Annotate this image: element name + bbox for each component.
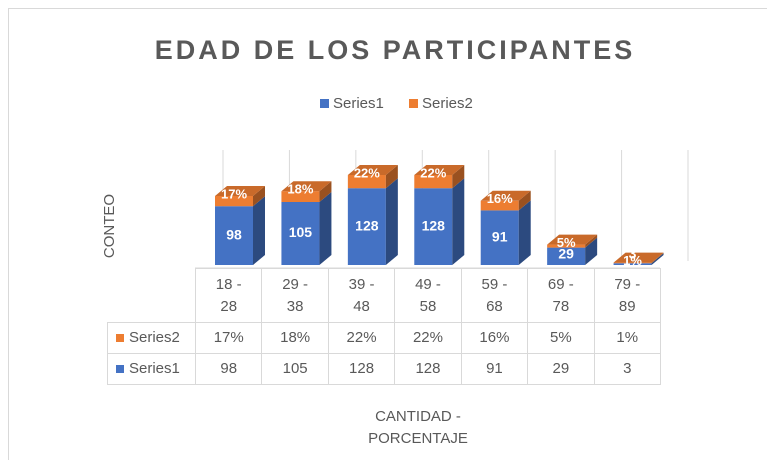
table-value: 91 — [460, 353, 529, 385]
bar-front — [547, 247, 586, 265]
bar-front — [613, 263, 652, 265]
bar-front — [414, 175, 453, 189]
legend-label: Series2 — [422, 95, 473, 112]
data-label: 128 — [422, 217, 446, 233]
bar-top — [215, 186, 265, 196]
x-axis-label: CANTIDAD - PORCENTAJE — [368, 408, 468, 447]
bar-front — [281, 191, 320, 202]
table-value: 98 — [195, 353, 263, 385]
bar-front — [215, 196, 253, 207]
bar-front — [547, 244, 586, 248]
bar-side — [651, 253, 664, 265]
bar-side — [385, 178, 398, 265]
bar-front — [480, 200, 519, 211]
legend-swatch — [409, 99, 418, 108]
table-category: 59 - 68 — [460, 268, 529, 323]
data-label: 128 — [355, 217, 379, 233]
data-label: 91 — [492, 228, 508, 244]
bar-front — [281, 202, 320, 265]
data-label: 1% — [623, 253, 642, 268]
table-value: 128 — [394, 353, 462, 385]
table-category: 79 - 89 — [593, 268, 661, 323]
data-label: 3 — [629, 246, 637, 262]
table-category: 29 - 38 — [261, 268, 329, 323]
bar-top — [347, 165, 398, 175]
table-category: 18 - 28 — [195, 268, 263, 323]
bar-side — [385, 165, 398, 189]
legend-label: Series1 — [129, 360, 180, 377]
y-axis-label: CONTEO — [101, 194, 118, 258]
data-label: 29 — [558, 246, 574, 262]
legend-label: Series2 — [129, 329, 180, 346]
legend-swatch — [116, 334, 124, 342]
data-label: 98 — [226, 226, 242, 242]
table-value: 3 — [593, 353, 661, 385]
legend-label: Series1 — [333, 95, 384, 112]
bar-side — [585, 237, 598, 265]
table-value: 17% — [195, 322, 263, 354]
bar-top — [547, 234, 598, 245]
table-value: 22% — [394, 322, 462, 354]
bar-front — [414, 188, 453, 265]
bar-side — [585, 234, 598, 248]
table-value: 29 — [527, 353, 595, 385]
chart-title: EDAD DE LOS PARTICIPANTES — [155, 35, 636, 65]
table-legend: Series1 — [107, 353, 196, 385]
bar-side — [452, 178, 465, 265]
table-legend: Series2 — [107, 322, 196, 354]
bar-side — [518, 200, 531, 265]
data-label: 5% — [557, 235, 576, 250]
bar-top — [281, 181, 332, 192]
bar-side — [452, 165, 465, 189]
bar-front — [347, 188, 386, 265]
bar-top — [613, 252, 664, 263]
bar-front — [480, 210, 519, 265]
data-label: 105 — [289, 224, 313, 240]
bar-side — [319, 192, 332, 265]
legend-swatch — [320, 99, 329, 108]
table-category: 49 - 58 — [394, 268, 462, 323]
bar-side — [518, 190, 531, 211]
data-label: 22% — [354, 165, 380, 180]
bar-top — [480, 190, 531, 201]
data-label: 22% — [420, 165, 446, 180]
bar-front — [347, 175, 386, 189]
table-value: 128 — [327, 353, 396, 385]
bar-side — [319, 181, 332, 202]
table-value: 105 — [261, 353, 329, 385]
bar-side — [253, 196, 265, 265]
data-label: 16% — [487, 191, 513, 206]
bar-front — [613, 262, 652, 264]
data-label: 18% — [287, 182, 313, 197]
table-value: 5% — [527, 322, 595, 354]
table-category: 69 - 78 — [527, 268, 595, 323]
table-category: 39 - 48 — [327, 268, 396, 323]
data-label: 17% — [221, 186, 247, 201]
table-value: 18% — [261, 322, 329, 354]
bar-side — [253, 186, 265, 207]
table-value: 16% — [460, 322, 529, 354]
legend-swatch — [116, 365, 124, 373]
chart-border — [8, 8, 767, 460]
bar-front — [215, 206, 253, 265]
bar-top — [414, 165, 465, 175]
table-value: 22% — [327, 322, 396, 354]
table-value: 1% — [593, 322, 661, 354]
bar-side — [651, 252, 664, 264]
